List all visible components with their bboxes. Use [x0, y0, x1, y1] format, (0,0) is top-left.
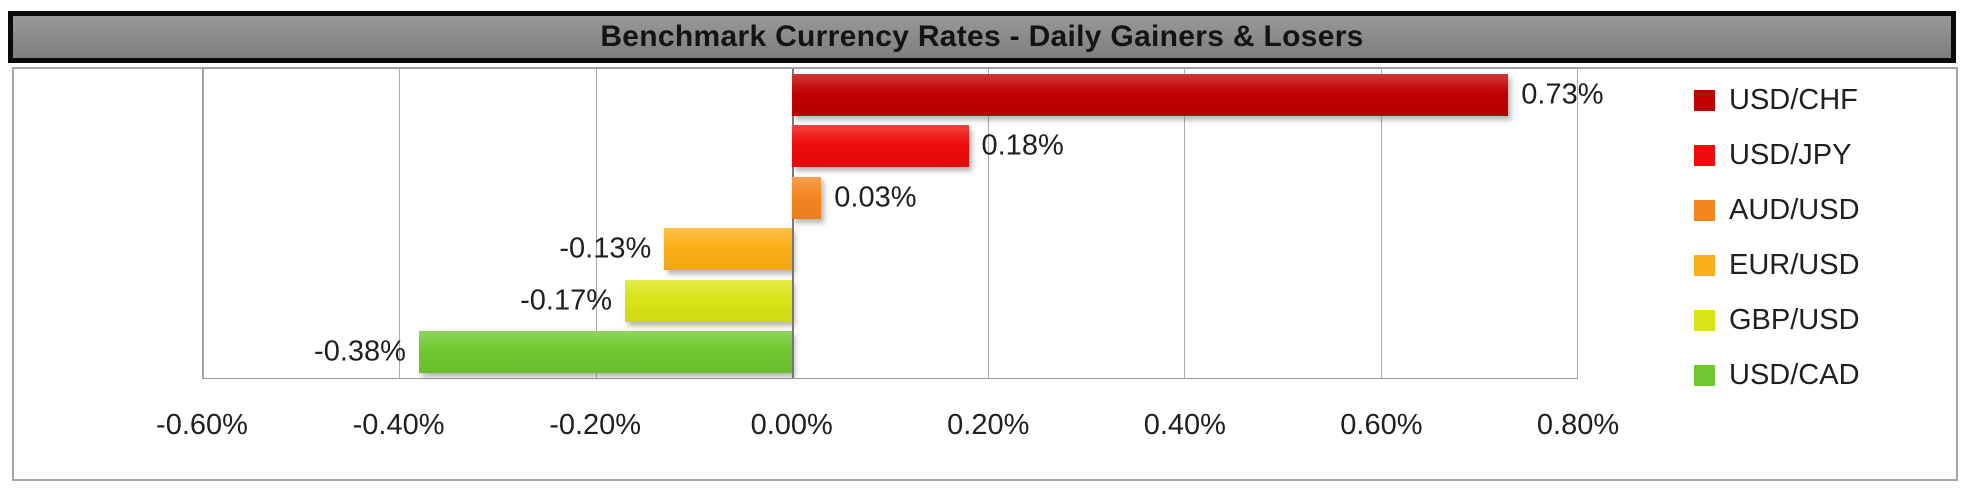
legend-item-usd-jpy: USD/JPY	[1694, 128, 1860, 183]
gridline	[1577, 69, 1578, 378]
legend-item-usd-cad: USD/CAD	[1694, 348, 1860, 403]
gridline	[1380, 69, 1382, 378]
bar-row-eur-usd: -0.13%	[203, 224, 1577, 276]
bar-row-usd-chf: 0.73%	[203, 69, 1604, 121]
legend-label: AUD/USD	[1729, 194, 1860, 226]
bar-usd-chf	[791, 73, 1509, 116]
x-tick-label: 0.00%	[750, 409, 833, 441]
bar-usd-jpy	[791, 125, 969, 168]
x-tick-label: 0.20%	[947, 409, 1030, 441]
bar-value-label: 0.18%	[981, 129, 1064, 162]
legend-label: EUR/USD	[1729, 249, 1860, 281]
bar-value-label: -0.17%	[520, 284, 613, 317]
bar-value-label: 0.03%	[834, 181, 917, 214]
gridline	[988, 69, 990, 378]
legend-label: GBP/USD	[1729, 304, 1860, 336]
legend-item-usd-chf: USD/CHF	[1694, 73, 1860, 128]
legend-item-gbp-usd: GBP/USD	[1694, 293, 1860, 348]
bar-row-aud-usd: 0.03%	[203, 172, 1577, 224]
legend-swatch-icon	[1694, 90, 1715, 111]
bar-row-gbp-usd: -0.17%	[203, 275, 1577, 327]
bar-value-label: 0.73%	[1521, 78, 1604, 111]
x-tick-label: 0.80%	[1536, 409, 1620, 441]
x-tick-label: -0.60%	[156, 409, 248, 441]
gridline	[203, 69, 204, 378]
legend-swatch-icon	[1694, 310, 1715, 331]
gridline	[399, 69, 401, 378]
gridline	[1184, 69, 1186, 378]
x-tick-label: 0.60%	[1340, 409, 1423, 441]
legend-label: USD/CAD	[1729, 359, 1860, 391]
bar-usd-cad	[418, 331, 792, 374]
chart-container: 0.73% 0.18% 0.03% -0.13% -0.17% -0.38% -0.60%…	[12, 67, 1958, 481]
legend-item-aud-usd: AUD/USD	[1694, 183, 1860, 238]
bar-aud-usd	[791, 176, 822, 219]
chart-title: Benchmark Currency Rates - Daily Gainers…	[600, 20, 1364, 53]
legend: USD/CHF USD/JPY AUD/USD EUR/USD GBP/USD USD/C…	[1694, 73, 1860, 403]
bar-value-label: -0.13%	[559, 232, 652, 265]
legend-label: USD/CHF	[1729, 84, 1858, 116]
legend-swatch-icon	[1694, 145, 1715, 166]
gridline	[595, 69, 597, 378]
bar-eur-usd	[664, 228, 792, 271]
zero-axis-line	[791, 69, 794, 378]
x-axis: -0.60% -0.40% -0.20% 0.00% 0.20% 0.40% 0.60% 0.…	[156, 405, 1619, 445]
plot-area: 0.73% 0.18% 0.03% -0.13% -0.17% -0.38%	[202, 68, 1604, 379]
bar-row-usd-cad: -0.38%	[203, 327, 1577, 379]
x-tick-label: 0.40%	[1143, 409, 1226, 441]
legend-item-eur-usd: EUR/USD	[1694, 238, 1860, 293]
bar-row-usd-jpy: 0.18%	[203, 121, 1577, 173]
legend-label: USD/JPY	[1729, 139, 1852, 171]
x-tick-label: -0.20%	[549, 409, 642, 441]
chart-title-bar: Benchmark Currency Rates - Daily Gainers…	[8, 11, 1956, 63]
bar-value-label: -0.38%	[314, 335, 406, 368]
legend-swatch-icon	[1694, 255, 1715, 276]
legend-swatch-icon	[1694, 200, 1715, 221]
bar-gbp-usd	[625, 279, 792, 322]
legend-swatch-icon	[1694, 365, 1715, 386]
x-tick-label: -0.40%	[352, 409, 445, 441]
